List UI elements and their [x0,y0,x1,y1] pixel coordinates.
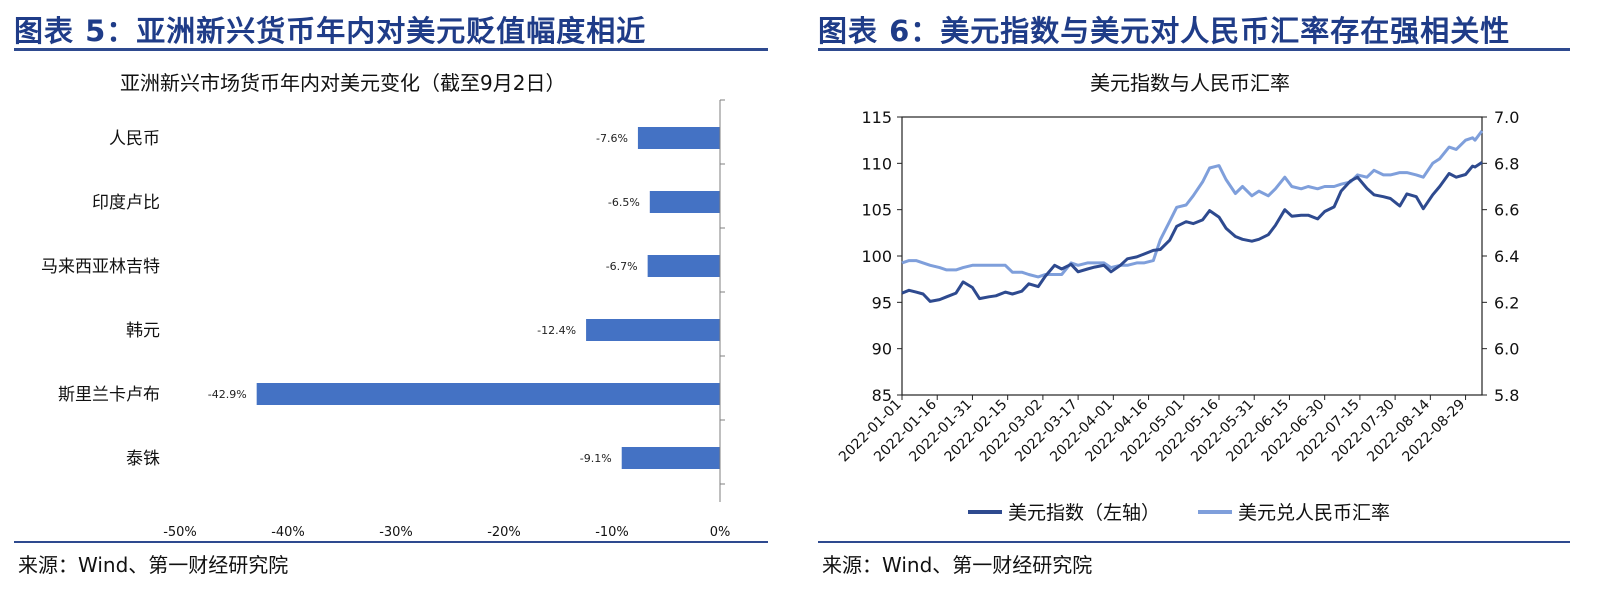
bar-category-label: 马来西亚林吉特 [41,257,160,277]
right-y-tick-label: 6.4 [1494,247,1519,266]
left-panel-title: 图表 5：亚洲新兴货币年内对美元贬值幅度相近 [14,14,647,48]
bar-category-label: 印度卢比 [92,193,160,213]
bar-value-label: -42.9% [208,388,247,401]
left-y-tick-label: 85 [872,386,892,405]
legend-label: 美元兑人民币汇率 [1238,502,1390,524]
right-source-rule [818,541,1570,543]
bar-x-tick-label: -20% [487,525,521,540]
left-y-tick-label: 95 [872,293,892,312]
line-x-ticks: 2022-01-012022-01-162022-01-312022-02-15… [836,395,1468,465]
left-y-tick-label: 90 [872,340,892,359]
left-title-rule [14,48,768,51]
line-frame [901,116,1483,396]
bar-4 [256,383,720,405]
left-y-tick-label: 105 [861,201,892,220]
left-y-tick-label: 115 [861,108,892,127]
bar-5 [621,447,720,469]
bar-value-labels: -7.6% -6.5% -6.7% -12.4% -42.9% -9.1% [208,132,640,465]
left-y-tick-label: 100 [861,247,892,266]
bar-0 [637,127,720,149]
bar-x-tick-label: -10% [595,525,629,540]
bar-value-label: -6.5% [608,196,640,209]
line-legend: 美元指数（左轴） 美元兑人民币汇率 [968,502,1390,524]
right-y-tick-label: 6.2 [1494,293,1519,312]
bar-2 [647,255,720,277]
bar-value-label: -6.7% [606,260,638,273]
bar-axis [719,99,725,502]
right-panel-title: 图表 6：美元指数与美元对人民币汇率存在强相关性 [818,14,1511,48]
bar-category-label: 斯里兰卡卢布 [58,385,160,405]
left-source-rule [14,541,768,543]
left-y-tick-label: 110 [861,154,892,173]
legend-label: 美元指数（左轴） [1008,502,1160,524]
right-title-rule [818,48,1570,51]
right-y-tick-label: 6.0 [1494,340,1519,359]
right-y-tick-label: 6.6 [1494,201,1519,220]
bar-chart: -7.6% -6.5% -6.7% -12.4% -42.9% -9.1% 人民币印度卢比… [41,99,730,540]
plot-frame [901,116,1483,396]
right-chart-title: 美元指数与人民币汇率 [1090,71,1290,95]
bar-value-label: -9.1% [580,452,612,465]
bar-value-label: -7.6% [596,132,628,145]
bar-3 [586,319,720,341]
bar-x-tick-label: 0% [710,525,731,540]
right-y-tick-label: 5.8 [1494,386,1519,405]
right-source: 来源：Wind、第一财经研究院 [822,553,1093,577]
bar-category-label: 人民币 [109,129,160,149]
left-source: 来源：Wind、第一财经研究院 [18,553,289,577]
series-line-1 [901,129,1484,279]
right-y-tick-label: 6.8 [1494,154,1519,173]
bar-category-label: 泰铢 [126,449,160,469]
left-chart-title: 亚洲新兴市场货币年内对美元变化（截至9月2日） [120,71,566,95]
bar-x-tick-label: -50% [163,525,197,540]
bar-x-tick-label: -40% [271,525,305,540]
line-chart: 85 90 95 100 105 110 115 5.8 6.0 6.2 6.4 6.6 6.8 7.0… [836,108,1519,524]
bar-bars [256,127,720,469]
bar-1 [649,191,720,213]
line-series [901,129,1484,303]
line-right-ticks: 5.8 6.0 6.2 6.4 6.6 6.8 7.0 [1482,108,1519,405]
bar-x-ticklabels: -50% -40% -30% -20% -10% 0% [163,525,730,540]
bar-x-tick-label: -30% [379,525,413,540]
bar-category-label: 韩元 [126,321,160,341]
bar-value-label: -12.4% [537,324,576,337]
series-line-0 [901,161,1483,303]
line-left-ticks: 85 90 95 100 105 110 115 [861,108,902,405]
right-y-tick-label: 7.0 [1494,108,1519,127]
